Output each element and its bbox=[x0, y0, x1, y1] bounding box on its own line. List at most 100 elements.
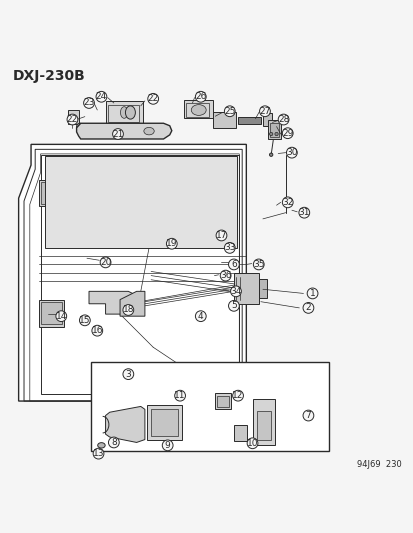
Text: 32: 32 bbox=[281, 198, 293, 207]
Bar bbox=[107, 105, 138, 122]
Text: 17: 17 bbox=[215, 231, 227, 240]
Circle shape bbox=[76, 123, 83, 130]
Circle shape bbox=[162, 440, 173, 451]
Text: 24: 24 bbox=[95, 92, 107, 101]
Circle shape bbox=[282, 197, 292, 208]
Bar bbox=[233, 273, 258, 304]
Circle shape bbox=[286, 147, 297, 158]
Circle shape bbox=[216, 230, 226, 241]
Text: 21: 21 bbox=[112, 130, 123, 139]
Text: 5: 5 bbox=[230, 301, 236, 310]
Ellipse shape bbox=[143, 127, 154, 135]
Text: 13: 13 bbox=[93, 449, 104, 458]
Bar bbox=[41, 182, 62, 204]
Bar bbox=[215, 393, 230, 409]
Bar bbox=[233, 425, 247, 441]
Bar bbox=[184, 100, 213, 118]
Text: 8: 8 bbox=[111, 438, 116, 447]
Text: 3: 3 bbox=[125, 370, 131, 378]
Circle shape bbox=[123, 304, 133, 316]
Text: 11: 11 bbox=[174, 391, 185, 400]
Text: 7: 7 bbox=[305, 411, 311, 420]
Bar bbox=[147, 405, 182, 440]
Text: 4: 4 bbox=[197, 312, 203, 321]
Bar bbox=[39, 300, 64, 327]
Bar bbox=[258, 279, 266, 297]
Circle shape bbox=[123, 369, 133, 379]
Circle shape bbox=[269, 153, 272, 156]
Circle shape bbox=[282, 128, 292, 139]
Text: 29: 29 bbox=[281, 128, 293, 138]
Circle shape bbox=[302, 303, 313, 313]
Bar bbox=[68, 110, 78, 124]
Text: 2: 2 bbox=[305, 303, 311, 312]
Text: 12: 12 bbox=[232, 391, 243, 400]
Bar bbox=[151, 409, 178, 436]
Circle shape bbox=[224, 106, 235, 117]
Circle shape bbox=[228, 301, 239, 311]
Bar bbox=[269, 123, 278, 137]
Text: 23: 23 bbox=[83, 99, 95, 108]
Bar bbox=[217, 395, 228, 407]
Polygon shape bbox=[105, 407, 145, 442]
Circle shape bbox=[278, 114, 288, 125]
Text: 22: 22 bbox=[147, 94, 159, 103]
Text: 20: 20 bbox=[100, 258, 111, 267]
Circle shape bbox=[195, 91, 206, 102]
Circle shape bbox=[298, 207, 309, 218]
Circle shape bbox=[306, 288, 317, 299]
Circle shape bbox=[100, 257, 111, 268]
Circle shape bbox=[147, 93, 158, 104]
Circle shape bbox=[274, 132, 278, 136]
Bar bbox=[252, 399, 275, 445]
Text: 1: 1 bbox=[309, 289, 315, 298]
Ellipse shape bbox=[191, 104, 206, 115]
Circle shape bbox=[108, 437, 119, 448]
Text: 30: 30 bbox=[285, 148, 297, 157]
Circle shape bbox=[174, 390, 185, 401]
Bar bbox=[237, 117, 260, 124]
Text: 35: 35 bbox=[252, 260, 264, 269]
Text: DXJ-230B: DXJ-230B bbox=[12, 69, 85, 83]
Text: 15: 15 bbox=[79, 316, 90, 325]
Text: 10: 10 bbox=[246, 439, 258, 448]
Bar bbox=[105, 101, 142, 124]
Polygon shape bbox=[45, 156, 236, 248]
Ellipse shape bbox=[125, 106, 135, 119]
Text: 22: 22 bbox=[66, 115, 78, 124]
Circle shape bbox=[112, 128, 123, 140]
Circle shape bbox=[269, 132, 272, 136]
Text: 14: 14 bbox=[55, 312, 67, 321]
Text: 16: 16 bbox=[91, 326, 103, 335]
Polygon shape bbox=[120, 292, 145, 316]
Text: 19: 19 bbox=[166, 239, 177, 248]
Circle shape bbox=[230, 286, 241, 297]
Circle shape bbox=[79, 315, 90, 326]
Text: 27: 27 bbox=[259, 107, 270, 116]
Text: 26: 26 bbox=[195, 92, 206, 101]
Bar bbox=[268, 120, 280, 139]
Text: 34: 34 bbox=[230, 287, 241, 296]
Polygon shape bbox=[19, 144, 246, 401]
Circle shape bbox=[67, 114, 78, 125]
Bar bbox=[213, 112, 235, 128]
Bar bbox=[91, 362, 328, 451]
Ellipse shape bbox=[97, 443, 105, 448]
Circle shape bbox=[56, 311, 66, 321]
Circle shape bbox=[92, 325, 102, 336]
Text: 9: 9 bbox=[164, 441, 170, 450]
Circle shape bbox=[253, 259, 263, 270]
Circle shape bbox=[195, 311, 206, 321]
Circle shape bbox=[220, 270, 230, 281]
Bar bbox=[39, 180, 64, 206]
Text: 36: 36 bbox=[219, 271, 231, 280]
Text: 25: 25 bbox=[223, 107, 235, 116]
Circle shape bbox=[228, 259, 239, 270]
Circle shape bbox=[96, 91, 107, 102]
Text: 28: 28 bbox=[277, 115, 289, 124]
Text: 94J69  230: 94J69 230 bbox=[356, 459, 401, 469]
Bar bbox=[256, 411, 271, 440]
Polygon shape bbox=[76, 123, 171, 139]
Circle shape bbox=[259, 106, 270, 117]
Circle shape bbox=[166, 238, 177, 249]
